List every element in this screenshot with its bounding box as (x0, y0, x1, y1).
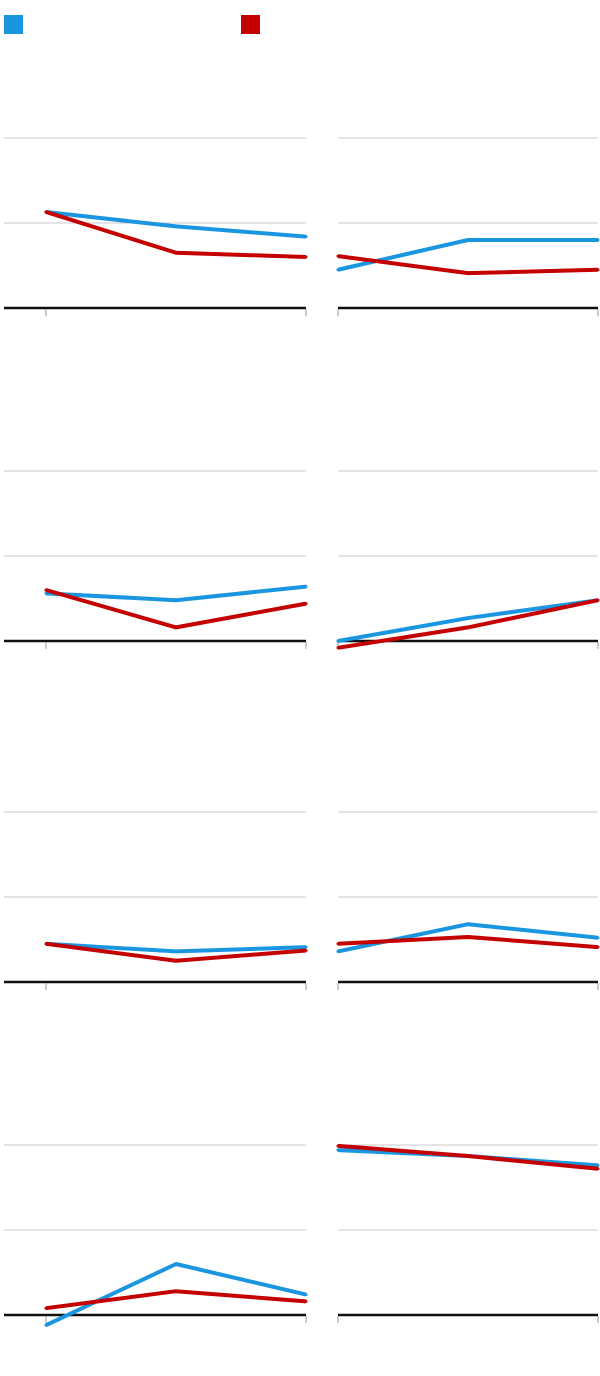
series-1-point (174, 949, 178, 953)
series-1-point (466, 616, 470, 620)
series-1-point (304, 585, 308, 589)
chart-panel-2 (336, 137, 600, 316)
series-2-point (304, 602, 308, 606)
series-1-point (304, 235, 308, 239)
series-1-point (596, 238, 600, 242)
series-1-point (44, 591, 48, 595)
series-2-point (466, 935, 470, 939)
series-1-point (466, 922, 470, 926)
series-2-point (596, 945, 600, 949)
series-2-point (596, 1167, 600, 1171)
series-2-point (44, 1306, 48, 1310)
series-2-point (336, 1144, 340, 1148)
series-1-line (45, 584, 307, 603)
chart-panel-6 (336, 811, 600, 990)
series-2-point (174, 625, 178, 629)
series-2-point (466, 1154, 470, 1158)
series-2-point (44, 942, 48, 946)
series-1-point (174, 224, 178, 228)
series-1-point (466, 238, 470, 242)
series-2-point (336, 646, 340, 650)
series-1-point (336, 639, 340, 643)
legend-swatch-series-1 (4, 15, 23, 34)
series-1-point (336, 949, 340, 953)
chart-panel-8 (336, 1143, 600, 1323)
series-2-point (466, 625, 470, 629)
series-2-line (337, 254, 599, 276)
chart-panel-7 (4, 1144, 308, 1328)
legend (0, 0, 600, 40)
series-1-line (337, 238, 598, 272)
series-2-line (337, 934, 599, 950)
series-2-point (466, 271, 470, 275)
chart-panel-4 (336, 470, 600, 650)
series-1-point (336, 1148, 340, 1152)
series-2-point (304, 949, 308, 953)
chart-panel-3 (4, 470, 308, 649)
series-2-point (44, 210, 48, 214)
legend-swatch-series-2 (241, 15, 260, 34)
series-2-point (174, 251, 178, 255)
series-2-point (596, 598, 600, 602)
series-2-point (44, 588, 48, 592)
series-2-point (336, 254, 340, 258)
series-1-point (304, 1293, 308, 1297)
series-2-point (336, 942, 340, 946)
chart-panel-1 (4, 137, 308, 316)
series-2-point (304, 1299, 308, 1303)
series-2-point (174, 1289, 178, 1293)
series-1-point (304, 945, 308, 949)
series-2-point (596, 268, 600, 272)
series-1-point (174, 1262, 178, 1266)
series-1-point (596, 1163, 600, 1167)
series-1-point (44, 1323, 48, 1327)
series-2-point (304, 255, 308, 259)
series-1-point (596, 936, 600, 940)
series-1-point (174, 598, 178, 602)
series-1-point (336, 268, 340, 272)
chart-panel-5 (4, 811, 308, 990)
series-2-point (174, 959, 178, 963)
